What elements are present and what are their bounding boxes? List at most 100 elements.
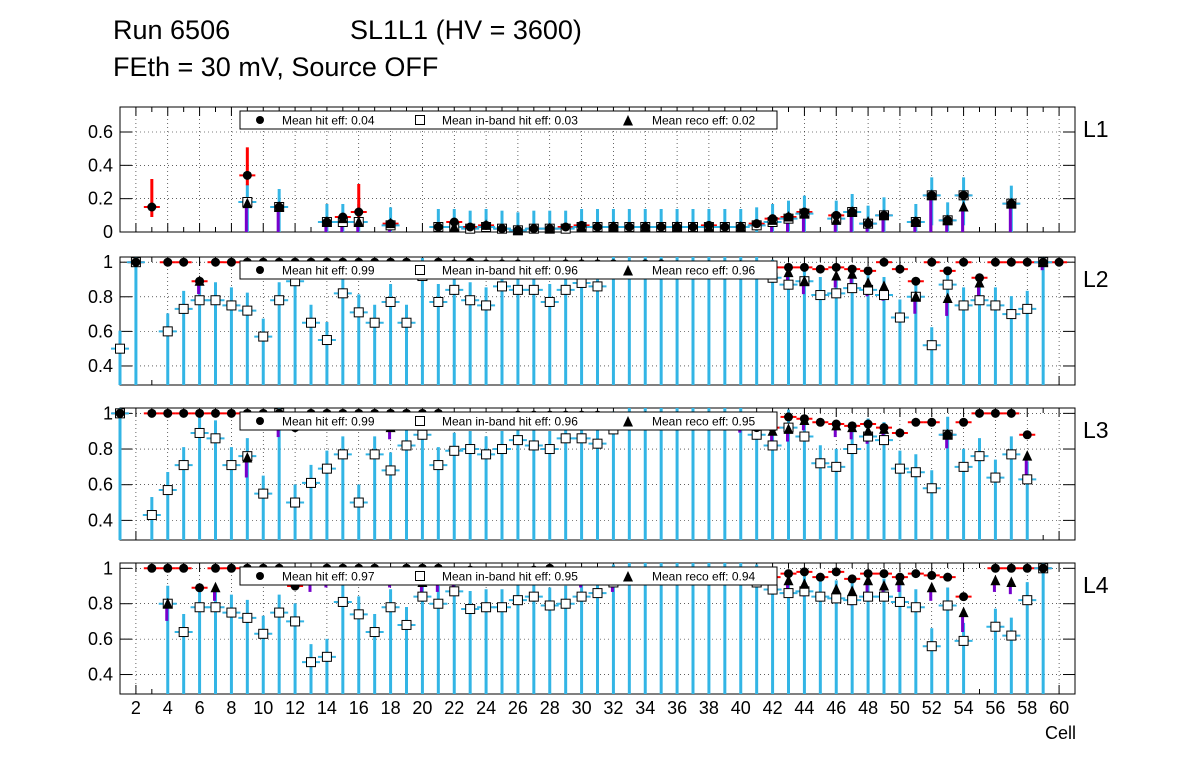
band-marker [544, 444, 555, 455]
band-marker [433, 296, 444, 307]
band-marker [242, 305, 253, 316]
y-tick-label: 0.2 [88, 189, 113, 209]
band-marker [481, 449, 492, 460]
run-label: Run 6506 [113, 15, 231, 45]
band-marker [1022, 303, 1033, 314]
hit-marker [211, 257, 220, 267]
legend-band-marker [415, 571, 425, 581]
band-marker [863, 591, 874, 602]
reco-marker [767, 214, 778, 225]
y-tick-label: 0.6 [88, 629, 113, 649]
band-marker [592, 281, 603, 292]
band-marker [767, 440, 778, 451]
x-tick-label: 60 [1049, 698, 1069, 718]
band-marker [1022, 595, 1033, 606]
hit-marker [195, 583, 205, 593]
band-marker [990, 300, 1001, 311]
band-marker [178, 627, 189, 638]
x-tick-label: 36 [667, 698, 687, 718]
reco-marker [942, 428, 953, 440]
legend-band-marker [415, 265, 425, 275]
panel-l1: 0 0.2 0.4 0.6 L1 Mean hit eff: 0.04 Mean in-ba… [88, 106, 1109, 242]
band-marker [337, 288, 348, 299]
hit-marker [895, 428, 905, 438]
y-tick-label: 0.6 [88, 321, 113, 341]
hit-marker [959, 257, 969, 267]
reco-marker [879, 280, 889, 291]
x-tick-label: 42 [763, 698, 783, 718]
band-marker [926, 340, 937, 351]
legend-reco-label: Mean reco eff: 0.94 [652, 570, 756, 584]
band-marker [958, 461, 969, 472]
legend-band-marker [415, 416, 425, 426]
hit-marker [433, 222, 443, 232]
x-tick-label: 22 [444, 698, 464, 718]
band-marker [815, 458, 826, 469]
y-tick-label: 0.4 [88, 356, 113, 376]
reco-marker [990, 574, 1001, 586]
x-tick-label: 44 [794, 698, 814, 718]
hit-marker [847, 574, 857, 584]
reco-marker [321, 216, 332, 227]
band-marker [831, 593, 842, 604]
band-marker [162, 485, 173, 496]
legend-reco-marker [623, 115, 633, 126]
reco-marker [640, 221, 651, 232]
band-marker [576, 277, 587, 288]
hit-marker [831, 262, 841, 272]
reco-marker [608, 221, 619, 232]
x-tick-label: 16 [349, 698, 369, 718]
reco-marker [879, 209, 889, 220]
reco-marker [210, 581, 221, 593]
band-marker [576, 591, 587, 602]
band-marker [799, 431, 810, 442]
hit-marker [815, 417, 825, 427]
hit-marker [815, 572, 825, 582]
reco-marker [831, 270, 842, 281]
band-marker [465, 604, 476, 615]
band-marker [847, 444, 858, 455]
reco-marker [799, 207, 810, 219]
legend-reco-marker [623, 416, 633, 427]
band-marker [449, 586, 460, 597]
band-marker [258, 331, 269, 342]
band-marker [274, 295, 285, 306]
y-tick-label: 1 [103, 403, 113, 423]
reco-marker [703, 221, 714, 232]
y-tick-label: 0.6 [88, 475, 113, 495]
hit-marker [990, 257, 1000, 267]
band-marker [290, 616, 301, 627]
band-marker [433, 598, 444, 609]
hit-marker [911, 569, 921, 579]
hit-marker [815, 264, 825, 274]
hit-marker [1006, 257, 1016, 267]
hit-marker [179, 563, 189, 573]
x-tick-label: 2 [131, 698, 141, 718]
x-tick-label: 24 [476, 698, 496, 718]
band-marker [528, 284, 539, 295]
band-marker [321, 335, 332, 346]
hit-marker [863, 569, 873, 579]
panel-l2: 0.4 0.6 0.8 1 L2 Mean hit eff: 0.99 Mean in-ba… [88, 252, 1109, 386]
hit-marker [624, 222, 634, 232]
hit-marker [799, 262, 809, 272]
band-marker [990, 621, 1001, 632]
band-marker [226, 460, 237, 471]
x-tick-label: 50 [890, 698, 910, 718]
band-marker [178, 303, 189, 314]
band-marker [337, 449, 348, 460]
reco-marker [481, 219, 492, 230]
legend: Mean hit eff: 0.99 Mean in-band hit eff: … [239, 260, 778, 280]
band-marker [497, 281, 507, 292]
band-marker [894, 463, 905, 474]
hit-marker [529, 224, 539, 234]
hit-marker [895, 264, 905, 274]
band-marker [306, 477, 316, 488]
legend-box [239, 411, 778, 431]
hit-marker [179, 408, 189, 418]
hit-marker [131, 257, 141, 267]
band-marker [369, 317, 380, 328]
reco-marker [894, 574, 905, 586]
x-tick-label: 12 [285, 698, 305, 718]
band-marker [321, 463, 332, 474]
